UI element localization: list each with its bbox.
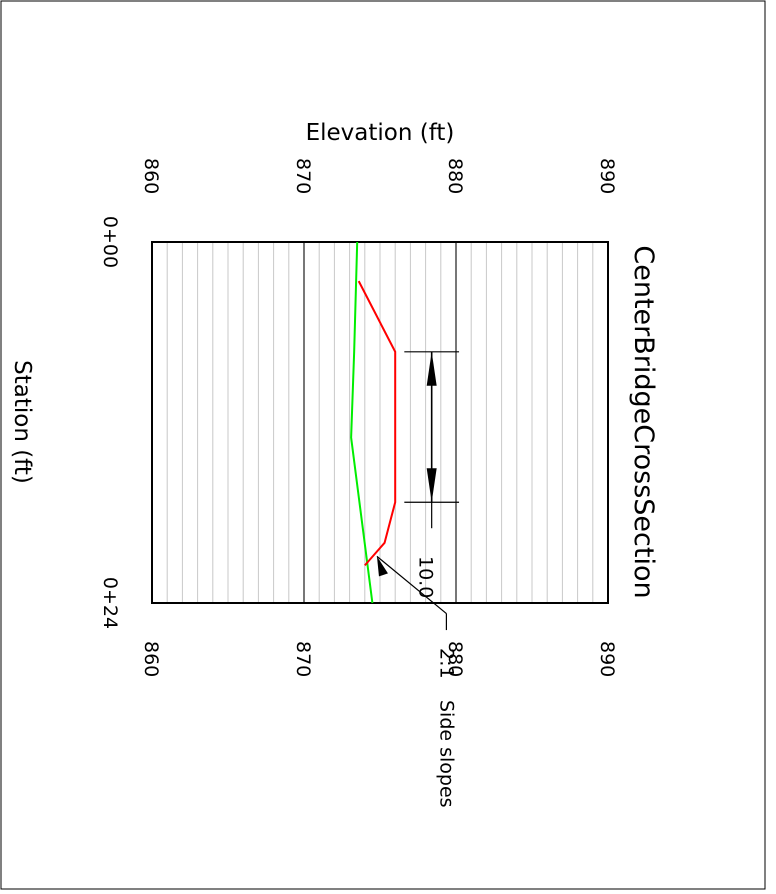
channel-section-line [357, 280, 397, 567]
dimension-arrowhead-top [426, 351, 437, 386]
elevation-tick-label-top: 860 [140, 158, 162, 194]
plot-frame [151, 241, 609, 604]
major-gridlines [303, 242, 457, 603]
callout-arrowhead [376, 556, 388, 577]
elevation-axis-title: Elevation (ft) [306, 120, 455, 146]
callout-label-ratio: 2:1 [435, 648, 457, 679]
elevation-tick-label-bottom: 880 [444, 641, 466, 677]
series-layer [350, 241, 397, 604]
elevation-tick-label-bottom: 860 [140, 641, 162, 677]
minor-gridlines [166, 242, 594, 603]
station-tick-label: 0+00 [99, 216, 121, 268]
annotation-layer [376, 351, 460, 631]
callout-leader-line [376, 555, 447, 614]
ground-line [350, 241, 374, 604]
dimension-arrowhead-bottom [426, 468, 437, 503]
chart-title: CenterBridgeCrossSection [628, 245, 659, 598]
callout-label-text: Side slopes [435, 700, 457, 808]
elevation-tick-label-bottom: 890 [596, 641, 618, 677]
station-tick-label: 0+24 [99, 577, 121, 629]
elevation-tick-label-bottom: 870 [292, 641, 314, 677]
elevation-tick-label-top: 880 [444, 158, 466, 194]
station-axis-title: Station (ft) [9, 360, 35, 484]
elevation-tick-label-top: 870 [292, 158, 314, 194]
text-layer: 860 860 870 870 880 880 890 890 0+00 0+24 Elevatio… [9, 120, 659, 808]
dimension-label: 10.0 [415, 556, 437, 598]
elevation-tick-label-top: 890 [596, 158, 618, 194]
